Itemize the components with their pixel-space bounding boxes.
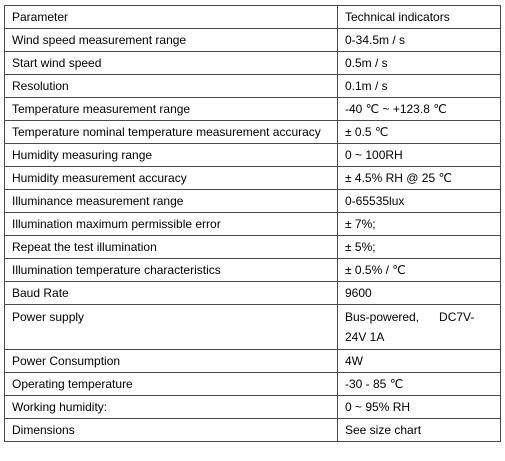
table-row: Working humidity: 0 ~ 95% RH bbox=[4, 395, 501, 419]
row-parameter: Humidity measurement accuracy bbox=[4, 166, 338, 190]
table-row: Temperature measurement range -40 ℃ ~ +1… bbox=[4, 97, 501, 121]
row-parameter: Illumination maximum permissible error bbox=[4, 212, 338, 236]
table-row: Humidity measurement accuracy ± 4.5% RH … bbox=[4, 166, 501, 190]
row-value: 0.5m / s bbox=[337, 51, 501, 75]
row-value: -40 ℃ ~ +123.8 ℃ bbox=[337, 97, 501, 121]
row-parameter: Operating temperature bbox=[4, 372, 338, 396]
row-value: 0-65535lux bbox=[337, 189, 501, 213]
row-parameter: Working humidity: bbox=[4, 395, 338, 419]
table-row: Temperature nominal temperature measurem… bbox=[4, 120, 501, 144]
row-value: 9600 bbox=[337, 281, 501, 305]
row-value: See size chart bbox=[337, 418, 501, 442]
table-row: Power supply Bus-powered, DC7V-24V 1A bbox=[4, 304, 501, 350]
table-row: Repeat the test illumination ± 5%; bbox=[4, 235, 501, 259]
row-value: 0.1m / s bbox=[337, 74, 501, 98]
table-row: Power Consumption 4W bbox=[4, 349, 501, 373]
row-value: ± 5%; bbox=[337, 235, 501, 259]
row-parameter: Wind speed measurement range bbox=[4, 28, 338, 52]
row-value: ± 7%; bbox=[337, 212, 501, 236]
table-row: Humidity measuring range 0 ~ 100RH bbox=[4, 143, 501, 167]
table-row: Wind speed measurement range 0-34.5m / s bbox=[4, 28, 501, 52]
table-row: Dimensions See size chart bbox=[4, 418, 501, 442]
row-parameter: Dimensions bbox=[4, 418, 338, 442]
row-value: -30 - 85 ℃ bbox=[337, 372, 501, 396]
table-row: Illuminance measurement range 0-65535lux bbox=[4, 189, 501, 213]
row-parameter: Illuminance measurement range bbox=[4, 189, 338, 213]
table-row: Start wind speed 0.5m / s bbox=[4, 51, 501, 75]
header-value: Technical indicators bbox=[337, 5, 501, 29]
table-row: Operating temperature -30 - 85 ℃ bbox=[4, 372, 501, 396]
header-parameter: Parameter bbox=[4, 5, 338, 29]
table-row: Baud Rate 9600 bbox=[4, 281, 501, 305]
row-value: ± 4.5% RH @ 25 ℃ bbox=[337, 166, 501, 190]
row-parameter: Resolution bbox=[4, 74, 338, 98]
row-value: ± 0.5 ℃ bbox=[337, 120, 501, 144]
row-parameter: Start wind speed bbox=[4, 51, 338, 75]
spec-table: Parameter Technical indicators Wind spee… bbox=[4, 5, 501, 442]
row-value: Bus-powered, DC7V-24V 1A bbox=[337, 304, 501, 350]
row-value: 4W bbox=[337, 349, 501, 373]
row-parameter: Humidity measuring range bbox=[4, 143, 338, 167]
table-row: Illumination maximum permissible error ±… bbox=[4, 212, 501, 236]
table-header-row: Parameter Technical indicators bbox=[4, 5, 501, 29]
row-value: ± 0.5% / ℃ bbox=[337, 258, 501, 282]
table-row: Illumination temperature characteristics… bbox=[4, 258, 501, 282]
row-parameter: Temperature measurement range bbox=[4, 97, 338, 121]
row-parameter: Power Consumption bbox=[4, 349, 338, 373]
row-value: 0 ~ 95% RH bbox=[337, 395, 501, 419]
row-parameter: Temperature nominal temperature measurem… bbox=[4, 120, 338, 144]
row-value: 0-34.5m / s bbox=[337, 28, 501, 52]
row-value: 0 ~ 100RH bbox=[337, 143, 501, 167]
row-parameter: Power supply bbox=[4, 304, 338, 350]
row-parameter: Baud Rate bbox=[4, 281, 338, 305]
table-row: Resolution 0.1m / s bbox=[4, 74, 501, 98]
row-parameter: Repeat the test illumination bbox=[4, 235, 338, 259]
row-parameter: Illumination temperature characteristics bbox=[4, 258, 338, 282]
